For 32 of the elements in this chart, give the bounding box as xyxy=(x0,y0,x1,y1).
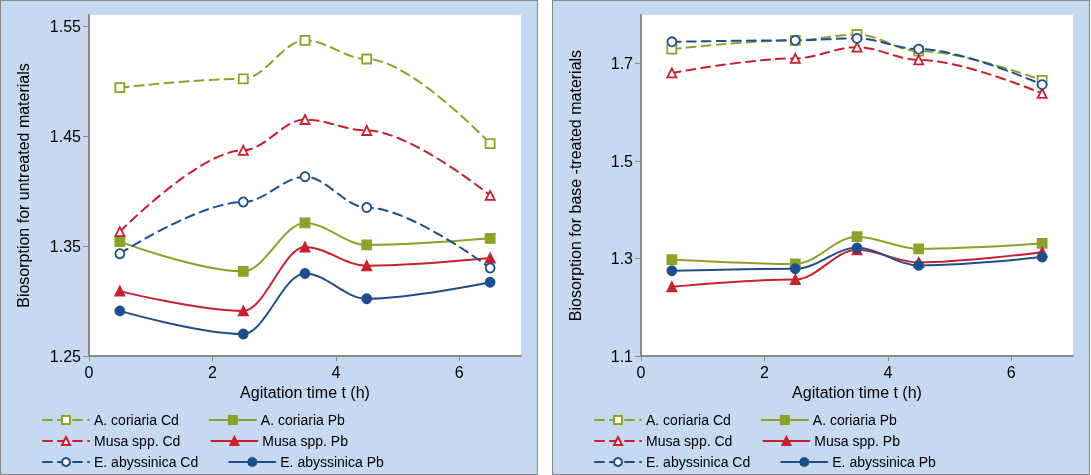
x-tick-label: 6 xyxy=(1006,363,1016,381)
x-tick-label: 4 xyxy=(331,363,341,381)
legend-label: Musa spp. Pb xyxy=(262,433,349,449)
legend-label: E. abyssinica Cd xyxy=(94,454,199,470)
x-tick-label: 4 xyxy=(883,363,893,381)
legend-label: A. coriaria Pb xyxy=(260,412,346,428)
legend-label: A. coriaria Pb xyxy=(812,412,898,428)
legend-label: E. abyssinica Cd xyxy=(646,454,751,470)
y-axis-title: Biosorption for untreated materials xyxy=(14,63,32,308)
x-axis-title: Agitation time t (h) xyxy=(792,384,922,402)
x-tick-label: 0 xyxy=(84,363,94,381)
legend-label: A. coriaria Cd xyxy=(94,412,179,428)
y-tick-label: 1.1 xyxy=(610,347,634,365)
y-tick-label: 1.3 xyxy=(610,250,634,268)
x-tick-label: 6 xyxy=(454,363,464,381)
y-tick-label: 1.25 xyxy=(49,347,82,365)
y-tick-label: 1.35 xyxy=(49,237,82,255)
legend-label: Musa spp. Cd xyxy=(94,433,181,449)
y-axis-title: Biosorption for base -treated materials xyxy=(566,49,584,322)
legend-label: E. abyssinica Pb xyxy=(832,454,936,470)
y-tick-label: 1.55 xyxy=(49,17,82,35)
legend-label: Musa spp. Cd xyxy=(646,433,733,449)
x-tick-label: 2 xyxy=(759,363,769,381)
x-tick-label: 0 xyxy=(636,363,646,381)
y-tick-label: 1.5 xyxy=(610,152,634,170)
legend-label: Musa spp. Pb xyxy=(814,433,901,449)
legend-label: A. coriaria Cd xyxy=(646,412,731,428)
x-axis-title: Agitation time t (h) xyxy=(240,384,370,402)
x-tick-label: 2 xyxy=(207,363,217,381)
y-tick-label: 1.45 xyxy=(49,127,82,145)
legend-label: E. abyssinica Pb xyxy=(280,454,384,470)
y-tick-label: 1.7 xyxy=(610,55,634,73)
